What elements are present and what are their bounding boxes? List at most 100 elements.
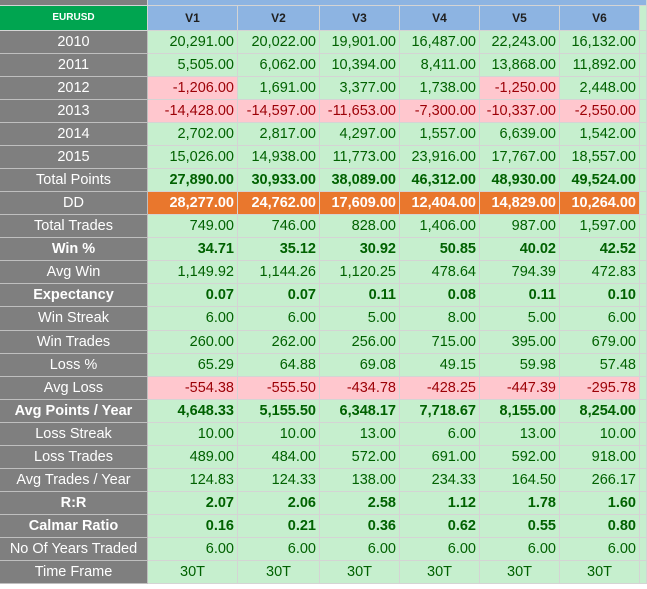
value-cell: 124.83 [148, 469, 238, 492]
filler [640, 6, 647, 31]
top-strip [0, 0, 148, 6]
value-cell: 2,702.00 [148, 123, 238, 146]
filler [640, 238, 647, 261]
filler [640, 307, 647, 331]
column-header: V4 [400, 6, 480, 31]
filler [640, 169, 647, 192]
value-cell: 260.00 [148, 331, 238, 354]
row-label: No Of Years Traded [0, 538, 148, 561]
value-cell: 6.00 [148, 307, 238, 331]
value-cell: 592.00 [480, 446, 560, 469]
column-header: V2 [238, 6, 320, 31]
value-cell: 50.85 [400, 238, 480, 261]
value-cell: 22,243.00 [480, 31, 560, 54]
filler [640, 561, 647, 584]
value-cell: 266.17 [560, 469, 640, 492]
value-cell: 918.00 [560, 446, 640, 469]
value-cell: 0.36 [320, 515, 400, 538]
value-cell: 8,155.00 [480, 400, 560, 423]
value-cell: -447.39 [480, 377, 560, 400]
value-cell: 6.00 [560, 307, 640, 331]
value-cell: 14,829.00 [480, 192, 560, 215]
row-label: Win Streak [0, 307, 148, 331]
value-cell: -2,550.00 [560, 100, 640, 123]
value-cell: 6.00 [480, 538, 560, 561]
value-cell: 38,089.00 [320, 169, 400, 192]
value-cell: 5.00 [480, 307, 560, 331]
value-cell: 2.07 [148, 492, 238, 515]
row-label: 2012 [0, 77, 148, 100]
filler [640, 261, 647, 284]
row-label: Win % [0, 238, 148, 261]
value-cell: 164.50 [480, 469, 560, 492]
value-cell: 489.00 [148, 446, 238, 469]
value-cell: 30T [560, 561, 640, 584]
value-cell: 6.00 [148, 538, 238, 561]
value-cell: 65.29 [148, 354, 238, 377]
column-header: V3 [320, 6, 400, 31]
row-label: Win Trades [0, 331, 148, 354]
value-cell: 17,609.00 [320, 192, 400, 215]
value-cell: 749.00 [148, 215, 238, 238]
value-cell: 2.06 [238, 492, 320, 515]
value-cell: -10,337.00 [480, 100, 560, 123]
filler [640, 192, 647, 215]
value-cell: 7,718.67 [400, 400, 480, 423]
value-cell: -14,428.00 [148, 100, 238, 123]
value-cell: 6.00 [560, 538, 640, 561]
filler [640, 54, 647, 77]
row-label: Total Trades [0, 215, 148, 238]
value-cell: 1,144.26 [238, 261, 320, 284]
value-cell: 6.00 [238, 307, 320, 331]
value-cell: -1,250.00 [480, 77, 560, 100]
value-cell: 40.02 [480, 238, 560, 261]
value-cell: -554.38 [148, 377, 238, 400]
value-cell: 124.33 [238, 469, 320, 492]
value-cell: 20,291.00 [148, 31, 238, 54]
filler [640, 123, 647, 146]
value-cell: 28,277.00 [148, 192, 238, 215]
row-label: Calmar Ratio [0, 515, 148, 538]
value-cell: 1,120.25 [320, 261, 400, 284]
value-cell: 0.80 [560, 515, 640, 538]
filler [640, 77, 647, 100]
filler [640, 492, 647, 515]
value-cell: 1.60 [560, 492, 640, 515]
row-label: DD [0, 192, 148, 215]
value-cell: 11,773.00 [320, 146, 400, 169]
row-label: R:R [0, 492, 148, 515]
value-cell: 0.07 [238, 284, 320, 307]
value-cell: 1,542.00 [560, 123, 640, 146]
value-cell: 10.00 [238, 423, 320, 446]
value-cell: 3,377.00 [320, 77, 400, 100]
value-cell: 8,254.00 [560, 400, 640, 423]
value-cell: 11,892.00 [560, 54, 640, 77]
value-cell: 16,487.00 [400, 31, 480, 54]
value-cell: 679.00 [560, 331, 640, 354]
value-cell: 30T [320, 561, 400, 584]
value-cell: 5,505.00 [148, 54, 238, 77]
value-cell: 17,767.00 [480, 146, 560, 169]
row-label: Avg Loss [0, 377, 148, 400]
filler [640, 515, 647, 538]
value-cell: 256.00 [320, 331, 400, 354]
value-cell: 5.00 [320, 307, 400, 331]
value-cell: 0.11 [480, 284, 560, 307]
value-cell: 0.11 [320, 284, 400, 307]
value-cell: -428.25 [400, 377, 480, 400]
value-cell: -14,597.00 [238, 100, 320, 123]
filler [640, 469, 647, 492]
value-cell: -1,206.00 [148, 77, 238, 100]
value-cell: 794.39 [480, 261, 560, 284]
value-cell: 6,639.00 [480, 123, 560, 146]
row-label: Loss % [0, 354, 148, 377]
column-header: V6 [560, 6, 640, 31]
value-cell: 8.00 [400, 307, 480, 331]
value-cell: 484.00 [238, 446, 320, 469]
row-label: Expectancy [0, 284, 148, 307]
value-cell: 2.58 [320, 492, 400, 515]
value-cell: 138.00 [320, 469, 400, 492]
value-cell: 13.00 [320, 423, 400, 446]
value-cell: 6.00 [320, 538, 400, 561]
